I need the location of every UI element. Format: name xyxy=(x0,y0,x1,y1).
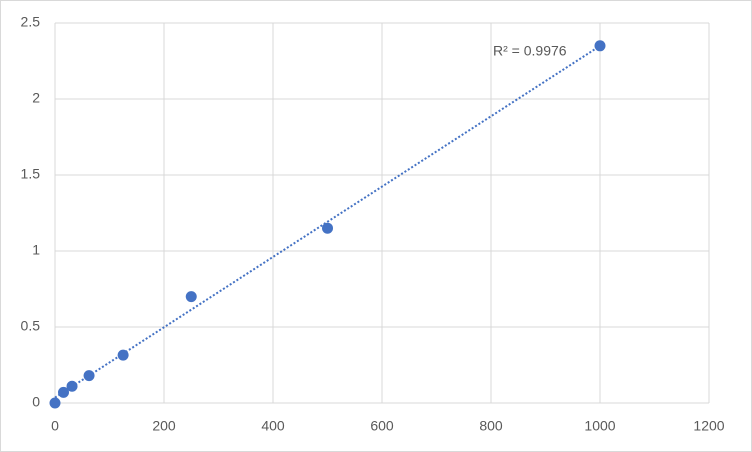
annotation: R² = 0.9976 xyxy=(493,43,567,59)
y-tick-label: 2 xyxy=(32,90,40,106)
y-tick-label: 1.5 xyxy=(21,166,41,182)
point xyxy=(58,386,70,398)
y-tick-label: 1 xyxy=(32,242,40,258)
point xyxy=(66,380,78,392)
x-tick-label: 0 xyxy=(51,418,59,434)
trendline xyxy=(54,45,601,399)
point xyxy=(185,291,197,303)
y-tick-label: 2.5 xyxy=(21,14,41,30)
y-tick-label: 0 xyxy=(32,394,40,410)
x-tick-label: 600 xyxy=(370,418,394,434)
x-tick-label: 200 xyxy=(152,418,176,434)
y-tick-label: 0.5 xyxy=(21,318,41,334)
x-tick-label: 1200 xyxy=(693,418,724,434)
x-tick-label: 400 xyxy=(261,418,285,434)
point xyxy=(322,222,333,234)
point xyxy=(594,40,606,52)
point xyxy=(49,397,61,409)
point xyxy=(117,349,129,361)
x-tick-label: 800 xyxy=(479,418,503,434)
x-tick-label: 1000 xyxy=(584,418,615,434)
point xyxy=(83,370,95,382)
